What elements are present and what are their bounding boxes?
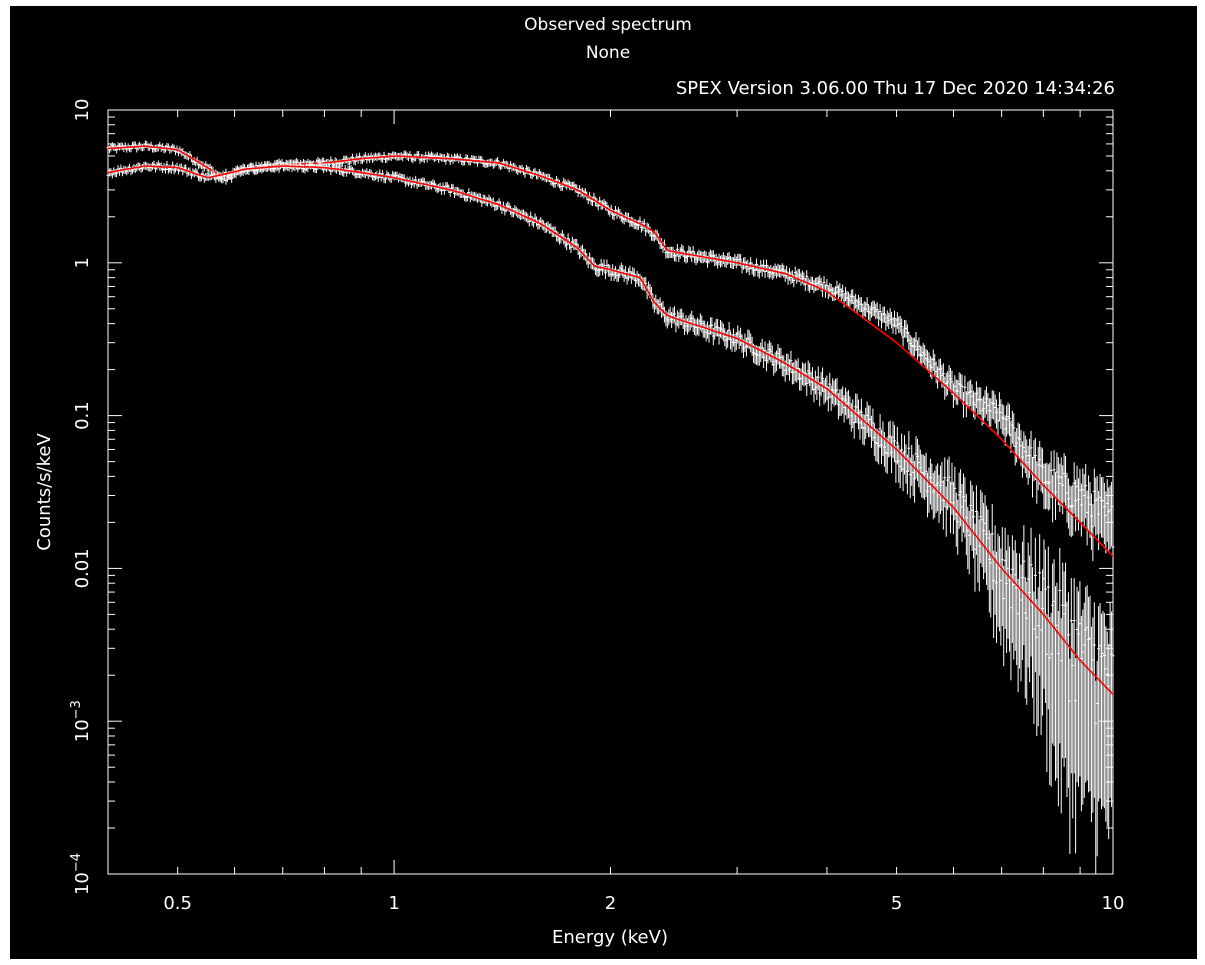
chart-title: Observed spectrum — [524, 15, 692, 35]
svg-text:0.01: 0.01 — [72, 548, 93, 588]
svg-text:0.1: 0.1 — [72, 401, 93, 430]
x-tick-label: 5 — [891, 893, 902, 914]
svg-text:10−3: 10−3 — [69, 700, 93, 742]
x-tick-label: 10 — [1102, 893, 1125, 914]
data-crosses — [106, 159, 1115, 874]
chart-subtitle: None — [586, 43, 630, 63]
plot-window: Observed spectrum None SPEX Version 3.06… — [10, 6, 1197, 959]
x-tick-label: 1 — [388, 893, 399, 914]
version-stamp: SPEX Version 3.06.00 Thu 17 Dec 2020 14:… — [676, 78, 1115, 99]
y-tick-label: 10−3 — [69, 700, 93, 742]
x-tick-labels: 0.5 1 2 5 10 — [163, 893, 1124, 914]
y-tick-label: 1 — [72, 257, 93, 268]
svg-text:10: 10 — [72, 99, 93, 122]
model-line — [107, 145, 1114, 557]
x-axis-label: Energy (keV) — [552, 927, 668, 948]
y-tick-label: 0.01 — [72, 548, 93, 588]
spectrum-series — [106, 159, 1115, 874]
series-layer — [106, 140, 1115, 874]
y-axis-label: Counts/s/keV — [34, 433, 55, 551]
y-tick-label: 10−4 — [69, 853, 93, 895]
spectrum-chart: Observed spectrum None SPEX Version 3.06… — [34, 15, 1124, 948]
x-tick-label: 2 — [605, 893, 616, 914]
y-tick-labels: 10 1 0.1 0.01 10−3 10−4 — [69, 99, 93, 895]
x-tick-label: 0.5 — [163, 893, 192, 914]
svg-text:10−4: 10−4 — [69, 853, 93, 895]
svg-text:1: 1 — [72, 257, 93, 268]
model-line — [107, 165, 1114, 695]
y-tick-label: 10 — [72, 99, 93, 122]
y-tick-label: 0.1 — [72, 401, 93, 430]
